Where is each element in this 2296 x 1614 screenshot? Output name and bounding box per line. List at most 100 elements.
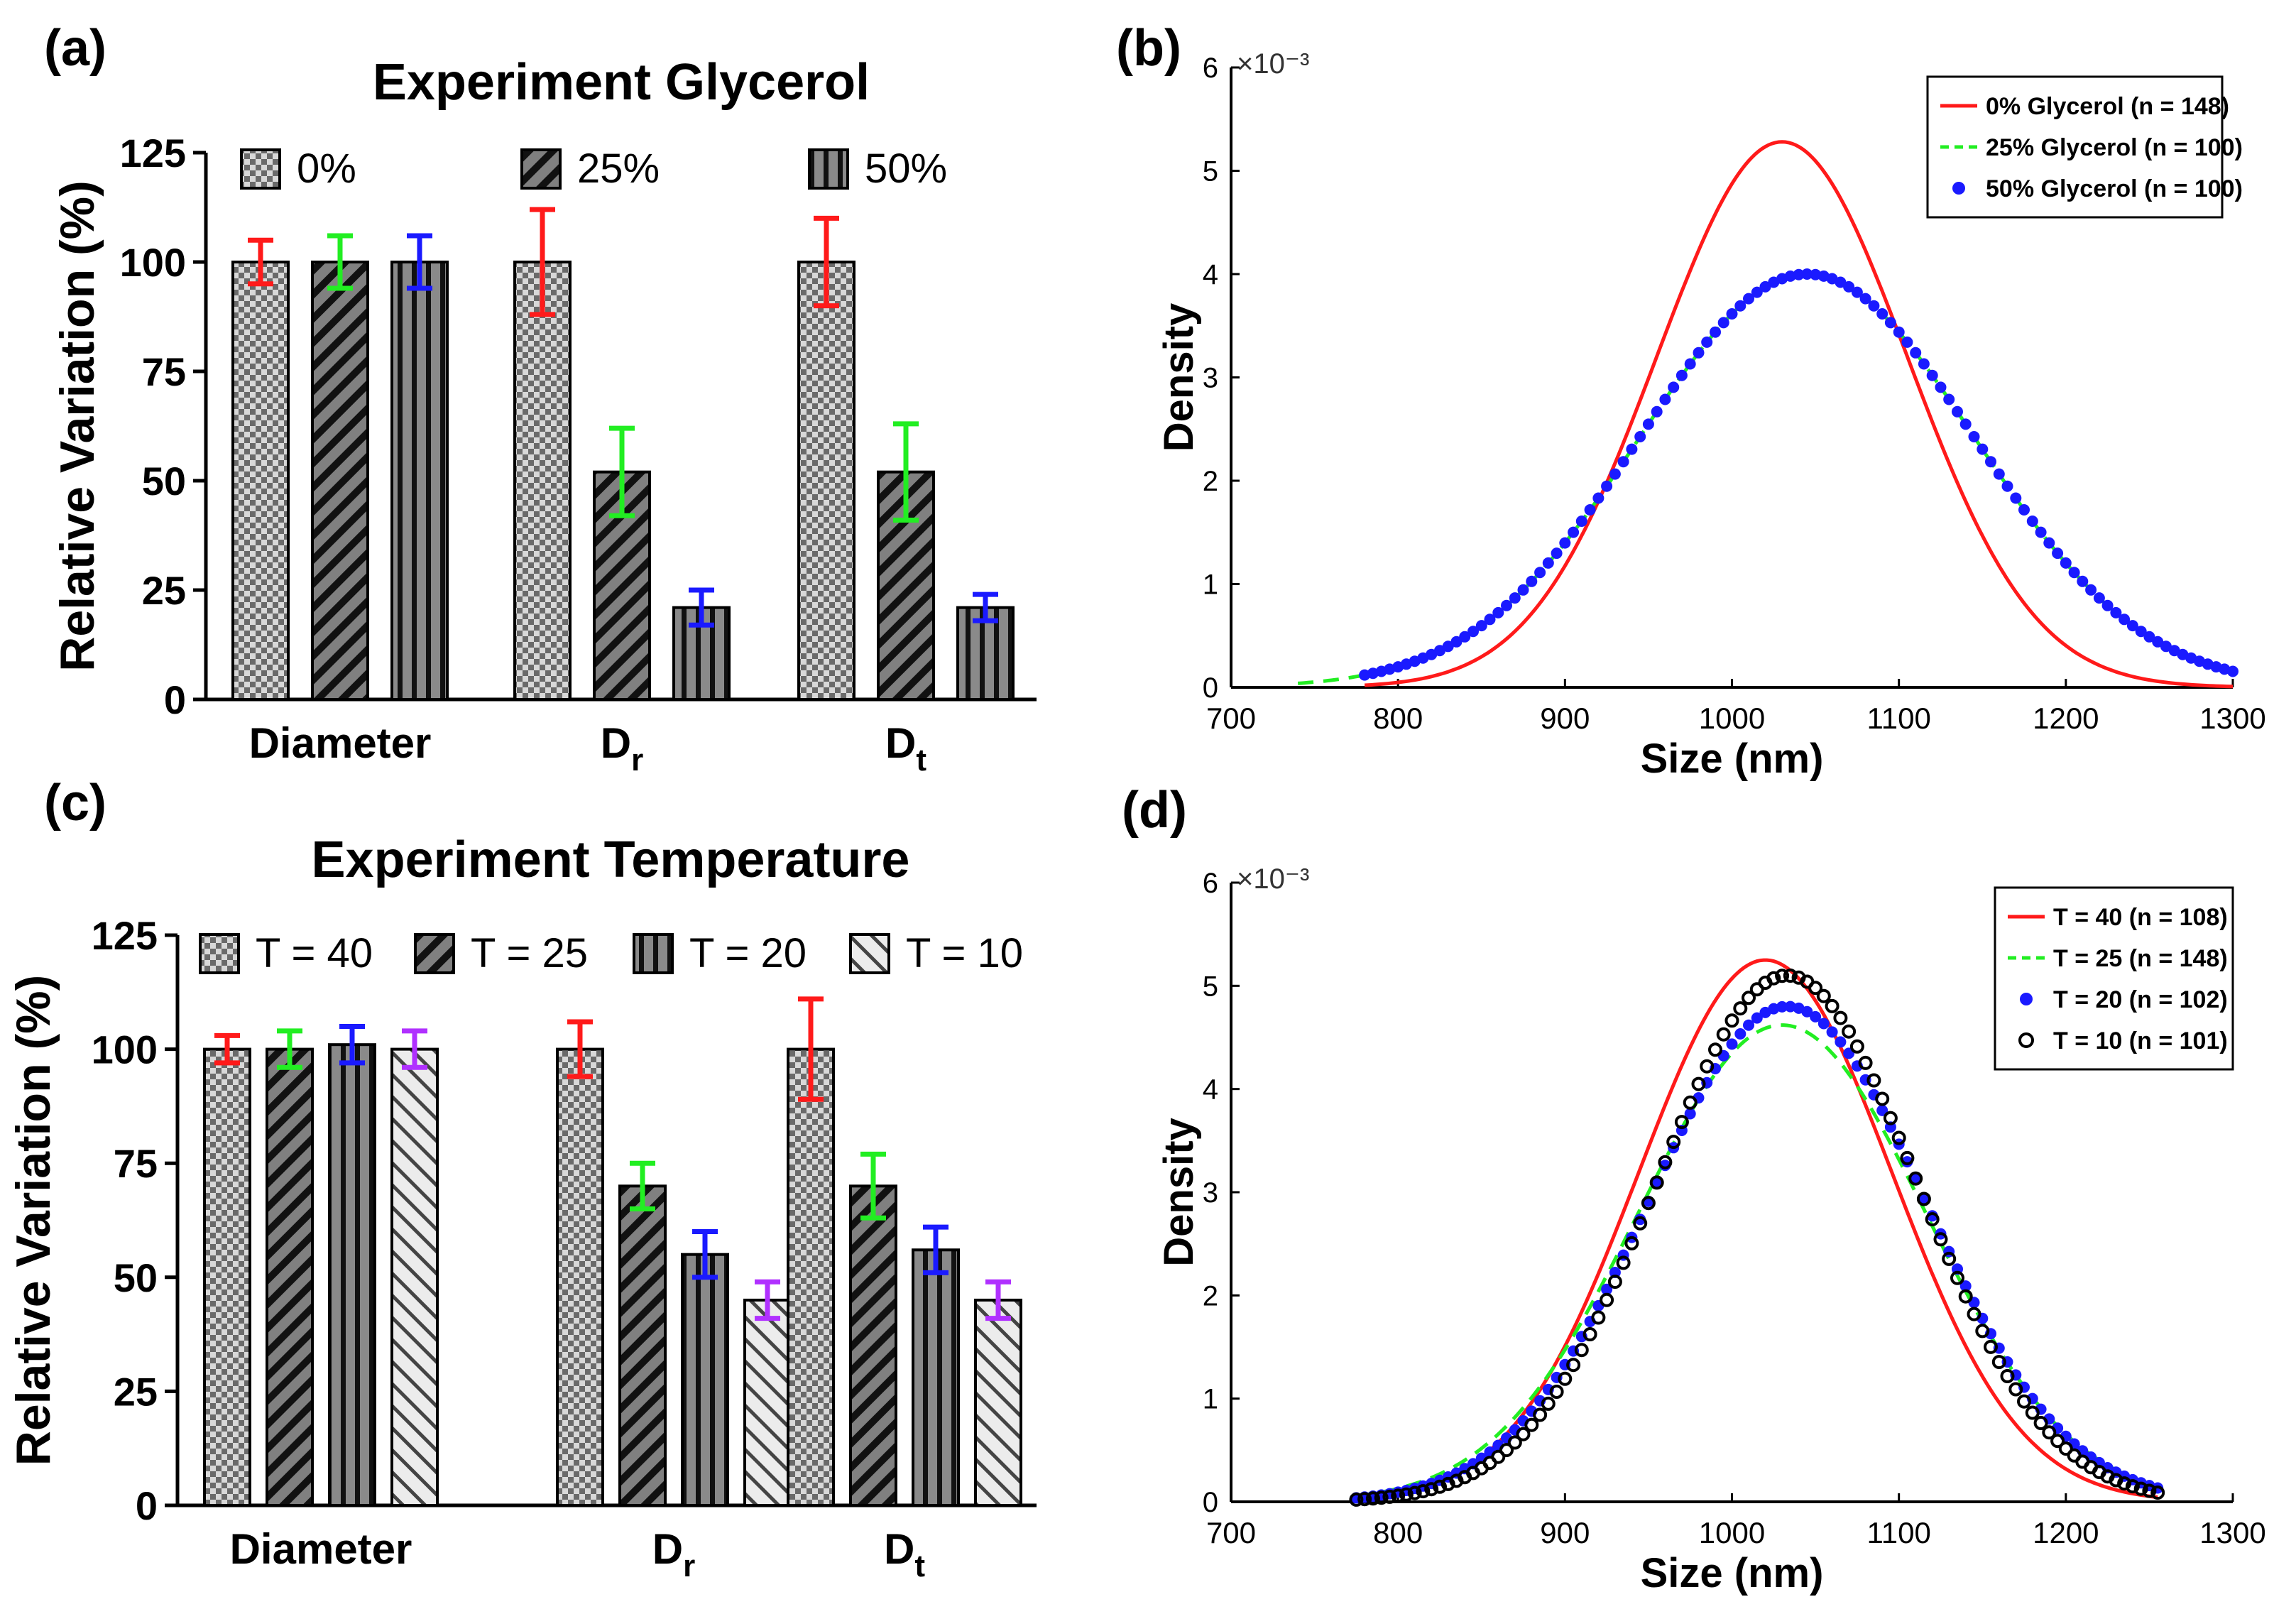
legend-label: T = 20 [689, 930, 807, 976]
bar [849, 1184, 897, 1507]
bar [681, 1253, 729, 1507]
y-tick-label: 50 [142, 459, 186, 503]
bar [390, 1047, 439, 1507]
density-point [1900, 1150, 1915, 1165]
legend-label: 0% [297, 146, 356, 192]
legend-label: 25% [577, 146, 660, 192]
density-point [1943, 393, 1955, 405]
y-tick-label: 125 [92, 913, 158, 958]
y-tick-label: 25 [142, 568, 186, 613]
density-point [1759, 280, 1771, 293]
density-point [1551, 547, 1563, 560]
density-point [1659, 393, 1671, 405]
bar [513, 261, 572, 701]
density-point [1459, 631, 1471, 643]
density-point [1751, 286, 1763, 298]
x-tick-label: 1000 [1699, 702, 1765, 735]
chart-d-temperature-density: ×10⁻³ 0 1 2 3 4 5 6 700 800 900 1000 1100 1200 1300 Siz… [1156, 863, 2266, 1596]
density-point [2126, 620, 2138, 632]
density-point [2010, 492, 2022, 504]
y-tick-label: 2 [1203, 466, 1218, 497]
density-point [1926, 369, 1938, 381]
density-point [1641, 1196, 1656, 1211]
x-tick-label: 1200 [2033, 1516, 2099, 1549]
y-tick-label: 3 [1203, 363, 1218, 394]
category-main: Diameter [249, 719, 432, 767]
chart-a-glycerol-bars: Experiment Glycerol Relative Variation (%… [50, 54, 1037, 778]
density-point [2152, 636, 2164, 648]
density-point [1975, 1324, 1990, 1338]
bar [266, 1047, 314, 1507]
category-main: D [885, 719, 916, 767]
density-point [1726, 308, 1738, 320]
density-point [1801, 1005, 1813, 1018]
density-point [1526, 575, 1538, 587]
density-point [1684, 358, 1696, 370]
density-point [2018, 504, 2030, 516]
density-point [2035, 526, 2047, 538]
bar [311, 261, 369, 701]
density-point [1524, 1417, 1539, 1432]
density-point [1742, 991, 1756, 1005]
density-point [1751, 1012, 1763, 1024]
density-point [1967, 1307, 1981, 1321]
density-point [1743, 1019, 1754, 1031]
legend-label: T = 10 (n = 101) [2053, 1027, 2228, 1054]
density-point [1984, 1339, 1998, 1354]
density-point [1467, 626, 1479, 638]
density-point [1724, 1013, 1739, 1028]
density-point [1424, 1482, 1439, 1497]
density-point [2000, 1369, 2015, 1383]
density-point [1382, 1489, 1397, 1504]
density-point [2060, 557, 2072, 569]
density-point [1991, 1355, 2006, 1370]
density-point [2077, 575, 2089, 587]
density-point [1492, 606, 1504, 618]
x-tick-label: 1100 [1867, 702, 1931, 735]
density-point [1533, 1407, 1548, 1422]
density-point [1749, 982, 1764, 997]
density-point [2085, 584, 2097, 596]
density-point [1866, 1073, 1881, 1088]
density-point [1901, 336, 1913, 348]
density-point [1584, 504, 1596, 516]
density-point [2068, 567, 2080, 579]
density-point [1349, 1492, 1364, 1507]
legend-swatch [808, 148, 849, 190]
bar [797, 261, 855, 701]
density-point [2150, 1485, 2165, 1500]
density-point [2143, 631, 2155, 643]
x-axis-label: Size (nm) [1641, 1550, 1824, 1596]
density-point [1700, 1059, 1715, 1074]
series-0 [1364, 140, 2234, 689]
series-3 [1349, 969, 2165, 1507]
density-point [1835, 1036, 1847, 1048]
category-subscript: t [916, 743, 926, 778]
density-point [1651, 405, 1663, 418]
category-subscript: r [683, 1549, 695, 1583]
density-point [1416, 1484, 1431, 1499]
density-point [1701, 336, 1713, 348]
density-point [1950, 1270, 1964, 1285]
density-point [2101, 599, 2114, 611]
y-axis-label: Relative Variation (%) [6, 975, 60, 1466]
density-point [2133, 1481, 2148, 1496]
y-tick-label: 75 [114, 1141, 158, 1186]
density-point [1592, 492, 1605, 504]
density-point [1884, 317, 1896, 329]
chart-b-glycerol-density: ×10⁻³ 0 1 2 3 4 5 6 700 800 900 1000 1100 1200 1300 Siz… [1156, 48, 2266, 782]
bar [912, 1248, 960, 1507]
density-point [1616, 1255, 1631, 1270]
density-point [2125, 1479, 2140, 1494]
y-tick-label: 125 [120, 131, 186, 175]
density-point [1541, 1396, 1556, 1411]
density-point [1766, 971, 1781, 986]
density-point [1634, 431, 1646, 442]
density-point [2093, 592, 2105, 604]
y-tick-label: 75 [142, 349, 186, 394]
density-point [1617, 456, 1629, 468]
series-1 [1297, 272, 2234, 685]
density-point [1507, 1435, 1522, 1450]
density-point [1784, 270, 1796, 282]
density-point [1601, 1283, 1613, 1295]
